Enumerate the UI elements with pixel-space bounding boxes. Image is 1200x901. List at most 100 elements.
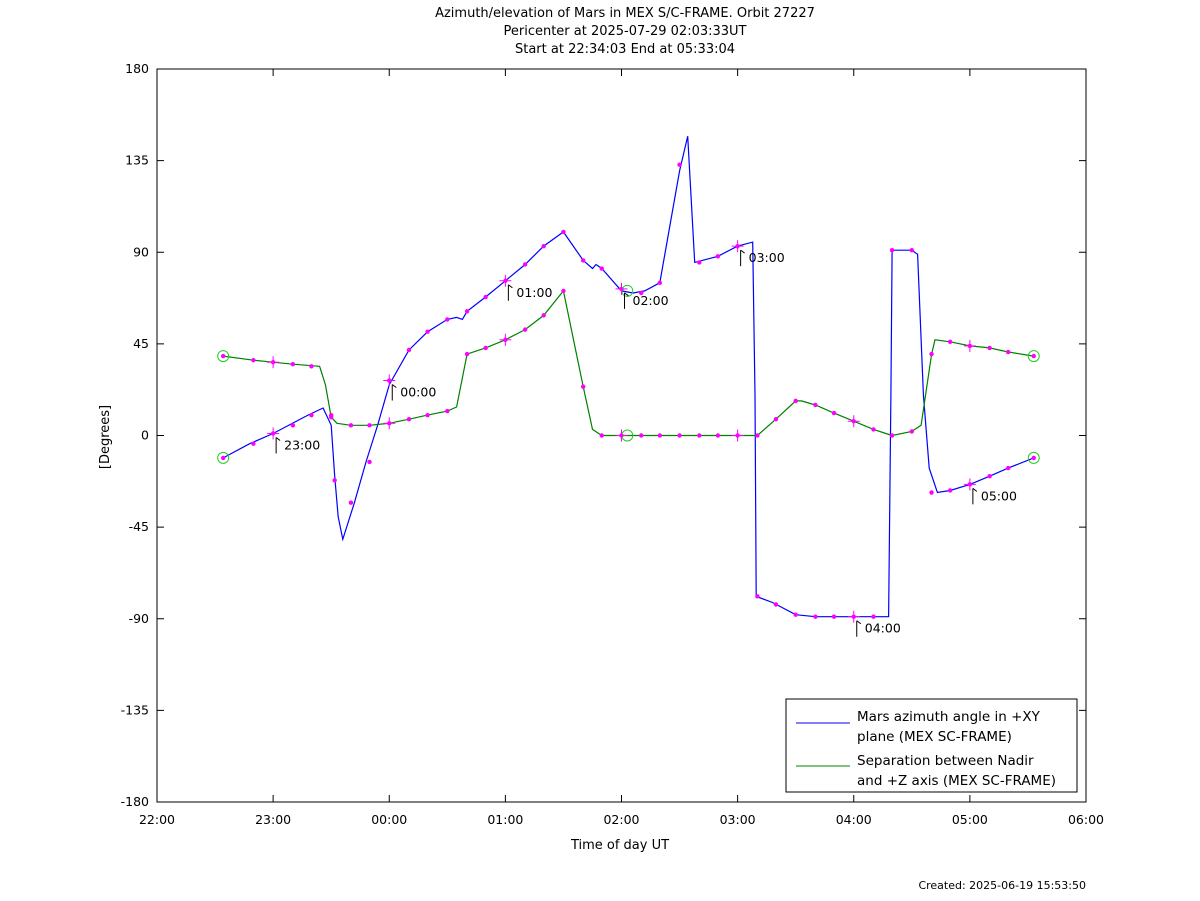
data-point [697, 433, 702, 438]
annotation-hook [972, 487, 978, 492]
data-point [251, 357, 256, 363]
annotation-hook [740, 249, 745, 254]
data-point [464, 351, 470, 357]
data-point [445, 317, 450, 322]
data-point [367, 423, 372, 428]
hour-annotation: 02:00 [624, 292, 669, 309]
annotation-label: 05:00 [981, 488, 1017, 503]
x-tick-label: 05:00 [952, 812, 988, 827]
data-point [947, 339, 953, 345]
start-end-circle [1027, 350, 1040, 363]
data-point [929, 351, 934, 357]
data-point [522, 327, 528, 332]
data-point [328, 414, 334, 420]
data-point [929, 490, 934, 495]
legend-box [785, 698, 1078, 793]
hour-annotation: 05:00 [972, 487, 1017, 505]
data-point [987, 345, 992, 351]
y-tick-label: -180 [121, 794, 149, 809]
x-tick-label: 00:00 [371, 812, 407, 827]
x-tick-label: 03:00 [720, 812, 756, 827]
chart-title-line-1: Azimuth/elevation of Mars in MEX S/C-FRA… [435, 6, 815, 21]
y-tick-label: 135 [125, 153, 149, 168]
legend: Mars azimuth angle in +XY plane (MEX SC-… [785, 698, 1078, 793]
data-point [522, 262, 528, 267]
y-tick-label: 90 [133, 244, 149, 259]
annotation-hook [275, 437, 281, 441]
data-point [831, 614, 837, 619]
data-point [220, 353, 226, 359]
data-point [871, 427, 876, 432]
x-tick-label: 23:00 [255, 812, 291, 827]
data-point [715, 433, 721, 438]
data-point [657, 433, 663, 438]
legend-label-azimuth-line-2: plane (MEX SC-FRAME) [857, 729, 1012, 745]
x-tick-label: 06:00 [1068, 812, 1104, 827]
annotation-label: 01:00 [516, 285, 552, 300]
x-tick-label: 22:00 [139, 812, 175, 827]
data-point [909, 248, 915, 253]
marker-layer [217, 162, 1040, 623]
hour-annotation: 01:00 [507, 284, 552, 301]
data-point [309, 412, 314, 418]
data-point [483, 294, 488, 300]
y-axis: -180 -135 -90 -45 0 45 90 135 180 [121, 61, 1086, 809]
x-tick-label: 02:00 [603, 812, 639, 827]
data-point [773, 602, 779, 607]
data-point [541, 243, 546, 249]
annotation-hook [624, 292, 629, 297]
annotation-hook [856, 620, 862, 625]
y-tick-label: 45 [133, 336, 149, 351]
data-point [580, 258, 586, 263]
annotation-label: 23:00 [284, 437, 320, 452]
data-point [813, 614, 818, 619]
data-point [715, 254, 721, 259]
series-line-separation [223, 289, 1034, 437]
data-point [464, 309, 470, 314]
hour-annotation: 23:00 [275, 437, 320, 454]
data-point [332, 478, 337, 483]
data-point [406, 347, 412, 353]
legend-label-azimuth-line-1: Mars azimuth angle in +XY [857, 709, 1041, 725]
data-point [755, 433, 760, 438]
hour-annotation: 00:00 [391, 384, 436, 401]
data-point [889, 248, 895, 253]
data-point [251, 441, 256, 446]
hour-annotation: 03:00 [740, 249, 785, 267]
start-end-circle [217, 350, 230, 363]
y-tick-label: -45 [129, 519, 149, 534]
data-point [580, 384, 586, 389]
y-tick-label: 0 [141, 428, 149, 443]
data-point [677, 433, 682, 438]
data-point [425, 412, 430, 418]
title-block: Azimuth/elevation of Mars in MEX S/C-FRA… [435, 6, 815, 57]
series-line-azimuth [222, 136, 1034, 618]
data-point [1031, 455, 1036, 461]
data-point [697, 260, 702, 265]
data-point [1005, 349, 1011, 355]
hour-annotation: 04:00 [856, 620, 901, 637]
data-point [599, 266, 604, 271]
annotation-label: 04:00 [865, 621, 901, 636]
data-point [561, 229, 566, 235]
annotation-hook [508, 284, 513, 289]
start-end-circle [217, 451, 230, 464]
data-point [483, 345, 488, 351]
y-tick-label: 180 [125, 61, 149, 76]
data-point [290, 362, 296, 367]
x-tick-label: 04:00 [836, 812, 872, 827]
x-axis-label: Time of day UT [570, 838, 669, 853]
data-point [599, 433, 604, 438]
data-point [871, 614, 876, 619]
data-point [987, 474, 992, 479]
data-point [813, 402, 818, 408]
data-point [773, 417, 779, 422]
data-point [677, 162, 682, 167]
data-point [425, 329, 430, 334]
chart-title-line-3: Start at 22:34:03 End at 05:33:04 [515, 42, 735, 57]
data-point [639, 290, 644, 296]
data-point [406, 417, 412, 422]
data-point [639, 433, 644, 438]
data-point [1005, 465, 1011, 471]
